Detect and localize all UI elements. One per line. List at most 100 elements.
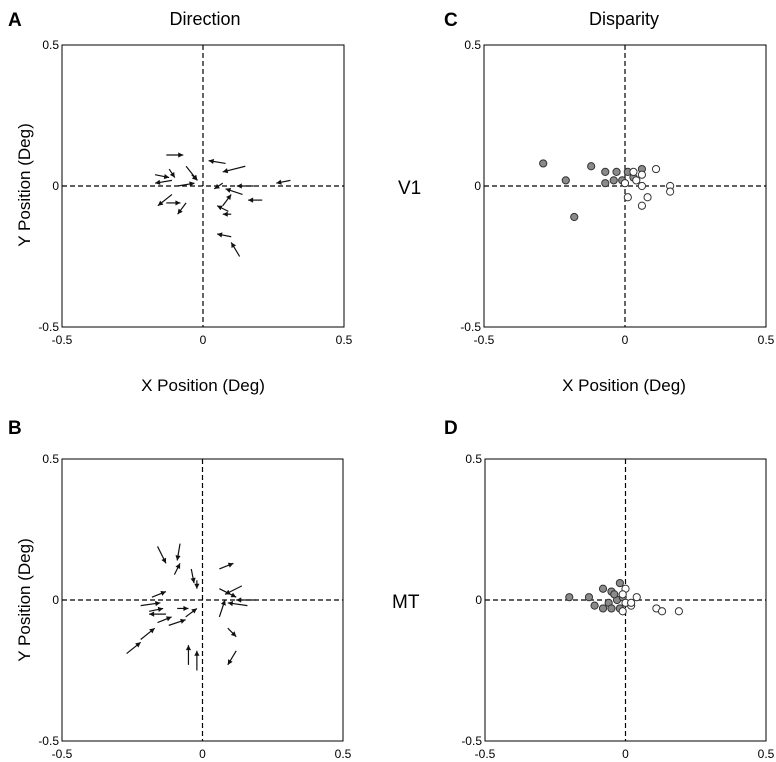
direction-arrow <box>177 202 187 215</box>
data-point-filled <box>601 167 610 176</box>
panel-letter: A <box>8 10 22 31</box>
direction-arrow <box>218 599 226 618</box>
direction-arrow <box>236 183 254 189</box>
y-tick-label: 0 <box>52 179 59 193</box>
direction-arrow <box>140 627 156 640</box>
y-tick-label: -0.5 <box>38 734 59 748</box>
x-axis-label: X Position (Deg) <box>562 376 686 395</box>
data-point-filled <box>609 176 618 185</box>
y-tick-label: 0 <box>52 593 59 607</box>
x-tick-label: -0.5 <box>475 747 496 761</box>
direction-arrow <box>222 165 246 174</box>
direction-arrow <box>225 187 243 196</box>
direction-arrow <box>219 562 234 570</box>
y-tick-label: 0.5 <box>42 452 59 466</box>
y-tick-label: 0.5 <box>42 38 59 52</box>
direction-arrow <box>194 580 200 589</box>
data-point-open <box>643 193 652 202</box>
direction-arrow <box>236 597 256 603</box>
data-point-filled <box>607 604 616 613</box>
y-tick-label: 0.5 <box>465 452 482 466</box>
data-point-filled <box>610 590 619 599</box>
direction-arrow <box>227 627 237 638</box>
data-point-open <box>637 181 647 191</box>
direction-arrow <box>230 242 241 257</box>
x-tick-label: 0 <box>622 333 629 347</box>
direction-arrow <box>166 200 181 206</box>
direction-arrow <box>157 193 173 207</box>
data-point-open <box>620 179 630 188</box>
y-tick-label: -0.5 <box>38 320 59 334</box>
data-point-open <box>637 201 647 210</box>
y-axis-label: Y Position (Deg) <box>15 123 34 246</box>
direction-arrow <box>224 585 243 595</box>
direction-arrow <box>173 563 181 575</box>
data-point-filled <box>561 176 570 185</box>
data-point-open <box>629 167 638 176</box>
direction-arrow <box>222 194 232 207</box>
direction-arrow <box>190 568 196 584</box>
data-point-open <box>674 607 683 616</box>
y-tick-label: -0.5 <box>461 734 482 748</box>
panel-b: B Y Position (Deg) -0.5 0 0.5 -0.5 0 0.5 <box>8 418 352 761</box>
direction-arrow <box>166 152 184 158</box>
direction-arrow <box>276 179 291 185</box>
direction-arrow <box>227 650 237 666</box>
direction-arrow <box>194 650 200 671</box>
y-tick-label: 0 <box>475 593 482 607</box>
data-point-filled <box>570 212 579 222</box>
x-tick-label: -0.5 <box>52 747 73 761</box>
data-point-filled <box>615 578 624 588</box>
direction-arrow <box>168 618 186 626</box>
data-point-filled <box>598 584 608 593</box>
direction-arrow <box>216 205 229 212</box>
panel-letter: B <box>8 418 22 439</box>
direction-arrow <box>185 607 198 618</box>
x-tick-label: 0.5 <box>335 747 352 761</box>
direction-arrow <box>185 645 192 665</box>
direction-arrow <box>208 158 226 165</box>
direction-arrow <box>248 197 263 203</box>
direction-arrow <box>191 174 198 181</box>
data-point-filled <box>539 159 548 168</box>
x-tick-label: 0.5 <box>758 747 775 761</box>
direction-arrow <box>175 543 181 561</box>
panel-title: Disparity <box>589 9 659 29</box>
direction-arrow <box>149 611 166 617</box>
data-point-filled <box>612 167 621 176</box>
panel-letter: D <box>444 418 458 439</box>
data-point-open <box>657 607 667 616</box>
data-point-filled <box>565 593 574 602</box>
data-point-open <box>632 593 641 602</box>
x-tick-label: -0.5 <box>52 333 73 347</box>
x-tick-label: 0.5 <box>336 333 353 347</box>
direction-arrow <box>213 182 224 190</box>
data-point-filled <box>590 601 599 610</box>
data-point-open <box>618 590 627 599</box>
row-label-v1: V1 <box>398 178 421 199</box>
y-tick-label: -0.5 <box>460 320 481 334</box>
direction-arrow <box>157 546 167 564</box>
y-tick-label: 0 <box>474 179 481 193</box>
x-tick-label: 0 <box>199 747 206 761</box>
direction-arrow <box>126 641 142 655</box>
x-tick-label: 0.5 <box>758 333 775 347</box>
x-tick-label: 0 <box>622 747 629 761</box>
data-point-filled <box>587 162 596 171</box>
x-axis-label: X Position (Deg) <box>141 376 265 395</box>
direction-arrow <box>222 211 232 217</box>
y-axis-label: Y Position (Deg) <box>15 538 34 661</box>
data-point-open <box>623 193 632 202</box>
data-point-open <box>666 187 675 196</box>
data-point-filled <box>584 593 594 602</box>
panel-c: C Disparity X Position (Deg) -0.5 0 0.5 -0.5 0 0… <box>444 9 775 395</box>
direction-arrow <box>216 232 232 238</box>
x-tick-label: 0 <box>200 333 207 347</box>
data-point-open <box>632 176 641 185</box>
data-point-filled <box>598 604 608 613</box>
direction-arrow <box>227 600 248 607</box>
data-point-open <box>651 164 661 174</box>
panel-title: Direction <box>169 9 240 29</box>
direction-arrow <box>140 600 161 607</box>
